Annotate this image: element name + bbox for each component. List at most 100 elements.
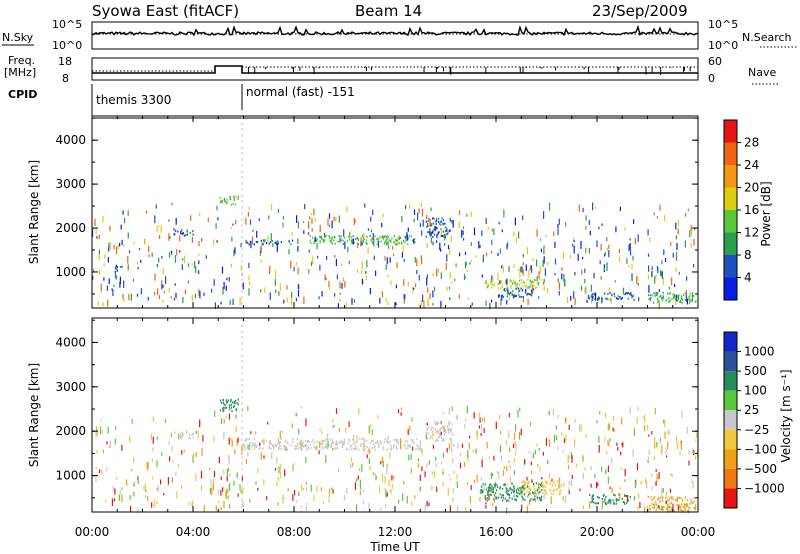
data-cell: [495, 497, 497, 500]
data-cell: [665, 491, 667, 497]
data-cell: [473, 479, 475, 484]
data-cell: [510, 287, 512, 290]
data-cell: [605, 297, 607, 300]
data-cell: [668, 300, 670, 303]
data-cell: [349, 231, 351, 236]
data-cell: [666, 455, 668, 458]
data-cell: [380, 507, 382, 511]
data-cell: [693, 294, 695, 297]
data-cell: [259, 442, 261, 446]
data-cell: [325, 234, 327, 237]
data-cell: [525, 284, 527, 287]
data-cell: [211, 288, 213, 293]
data-cell: [517, 495, 519, 498]
data-cell: [541, 489, 543, 492]
data-cell: [331, 439, 333, 441]
data-cell: [418, 447, 420, 450]
data-cell: [437, 436, 439, 439]
nave-tick-bottom: 0: [708, 72, 715, 85]
data-cell: [390, 489, 392, 493]
data-cell: [451, 446, 453, 453]
colorbar-swatch: [724, 449, 737, 469]
data-cell: [356, 237, 358, 240]
data-cell: [472, 449, 474, 453]
data-cell: [499, 280, 501, 285]
data-cell: [584, 279, 586, 284]
data-cell: [500, 281, 502, 284]
data-cell: [176, 249, 178, 256]
data-cell: [327, 433, 329, 441]
data-cell: [233, 249, 235, 257]
data-cell: [660, 451, 662, 455]
data-cell: [195, 266, 197, 273]
colorbar-tick-label: 8: [744, 248, 752, 262]
time-tick-label: 20:00: [580, 525, 615, 539]
data-cell: [506, 300, 508, 305]
data-cell: [268, 242, 270, 245]
data-cell: [640, 480, 642, 485]
data-cell: [496, 497, 498, 500]
data-cell: [328, 281, 330, 287]
data-cell: [375, 476, 377, 480]
data-cell: [223, 198, 226, 200]
data-cell: [538, 487, 541, 490]
data-cell: [523, 493, 525, 496]
data-cell: [315, 446, 317, 451]
data-cell: [263, 438, 265, 445]
data-cell: [137, 266, 139, 270]
data-cell: [637, 276, 639, 282]
data-cell: [494, 486, 496, 489]
data-cell: [490, 286, 493, 289]
data-cell: [286, 297, 288, 303]
data-cell: [232, 223, 234, 226]
data-cell: [508, 296, 511, 300]
data-cell: [296, 443, 299, 445]
data-cell: [433, 228, 435, 231]
data-cell: [451, 441, 453, 446]
data-cell: [220, 399, 222, 402]
data-cell: [392, 246, 394, 250]
nave-tick-top: 60: [708, 55, 722, 68]
data-cell: [131, 468, 133, 472]
data-cell: [170, 296, 172, 299]
data-cell: [430, 232, 432, 235]
data-cell: [351, 239, 353, 242]
data-cell: [248, 288, 250, 296]
data-cell: [447, 487, 449, 496]
data-cell: [369, 449, 371, 454]
data-cell: [249, 441, 251, 444]
data-cell: [263, 455, 265, 459]
data-cell: [169, 236, 171, 239]
data-cell: [450, 427, 452, 430]
data-cell: [470, 211, 472, 218]
data-cell: [117, 244, 119, 250]
data-cell: [503, 210, 505, 218]
data-cell: [277, 502, 279, 506]
data-cell: [329, 286, 331, 290]
data-cell: [651, 431, 653, 435]
data-cell: [518, 284, 521, 287]
data-cell: [678, 271, 680, 275]
data-cell: [515, 451, 517, 456]
data-cell: [341, 283, 343, 289]
data-cell: [613, 428, 616, 433]
data-cell: [329, 237, 331, 239]
data-cell: [347, 247, 349, 253]
data-cell: [365, 239, 368, 242]
data-cell: [502, 266, 504, 273]
data-cell: [311, 218, 313, 224]
colorbar-tick-label: 28: [744, 136, 759, 150]
data-cell: [614, 295, 616, 298]
data-cell: [661, 490, 663, 498]
data-cell: [443, 433, 446, 436]
data-cell: [598, 298, 600, 301]
data-cell: [388, 479, 390, 487]
data-cell: [98, 234, 100, 240]
data-cell: [406, 495, 408, 504]
data-cell: [631, 264, 633, 270]
data-cell: [570, 255, 572, 259]
data-cell: [414, 256, 416, 263]
data-cell: [229, 195, 231, 198]
data-cell: [271, 239, 274, 242]
data-cell: [351, 298, 353, 305]
